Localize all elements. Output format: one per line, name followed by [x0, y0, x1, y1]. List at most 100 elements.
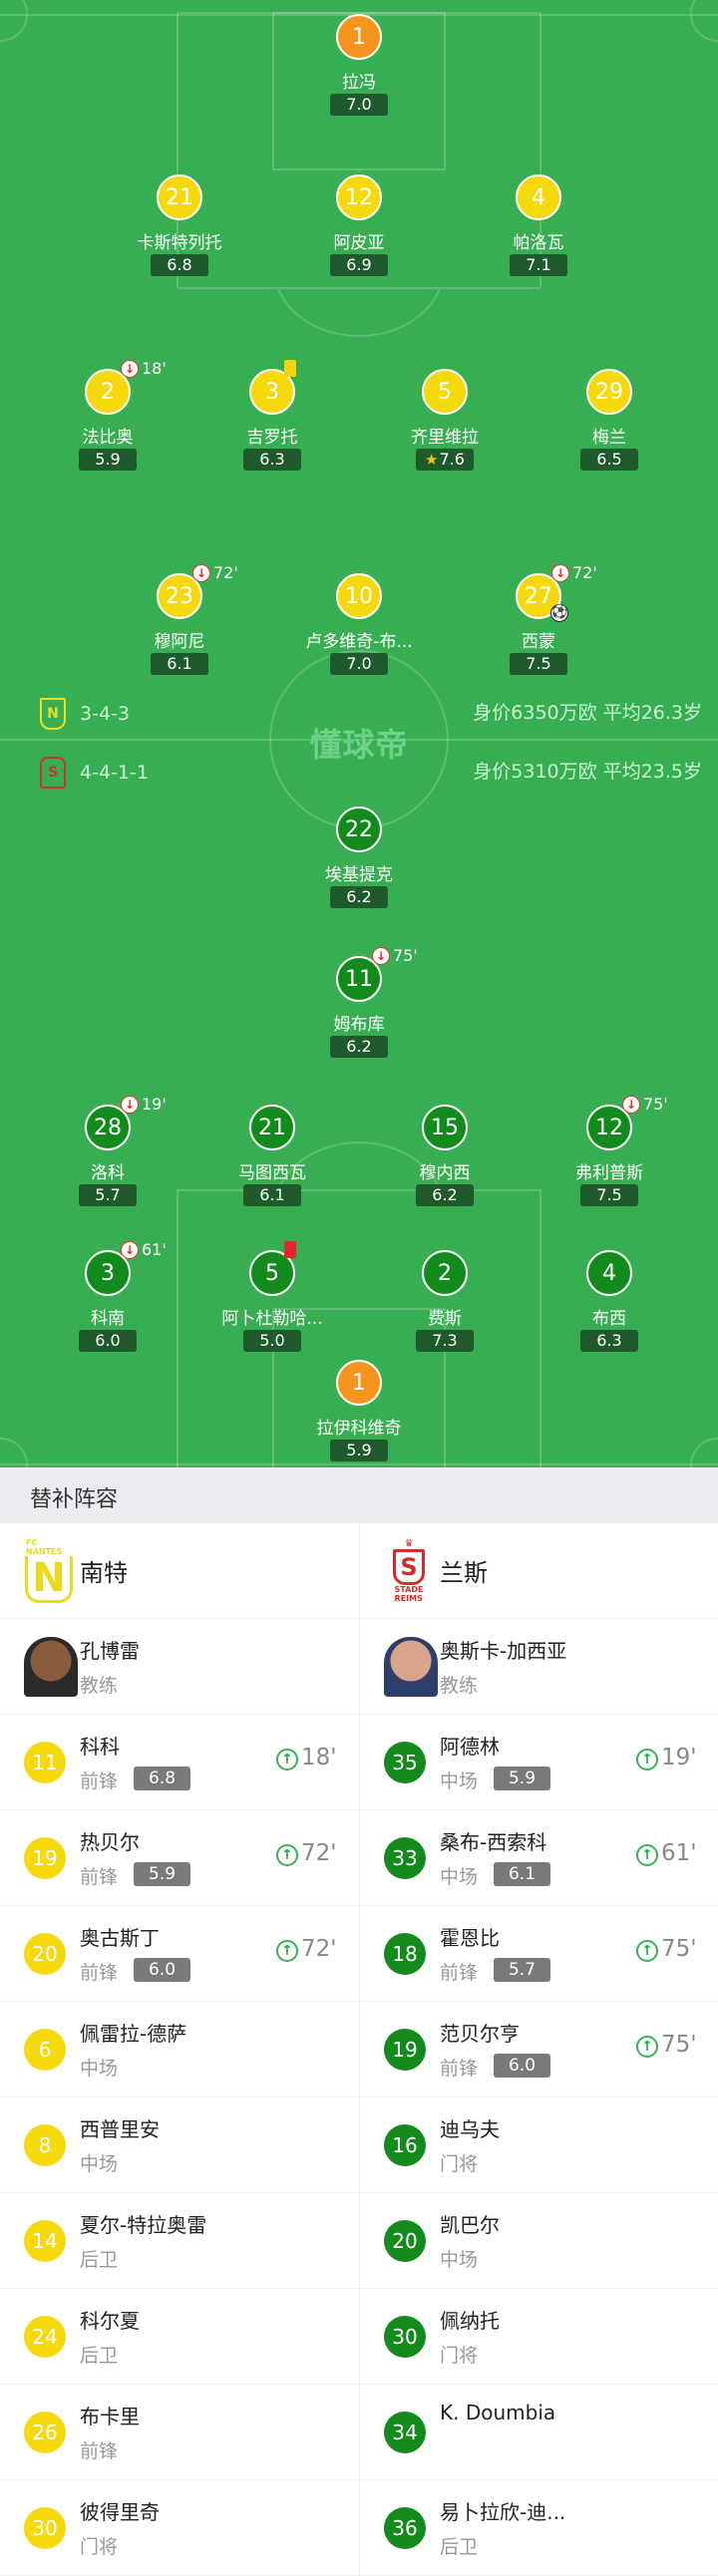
player-rating: 5.0: [243, 1330, 301, 1352]
rating-value: 6.1: [167, 654, 192, 673]
jersey-number: 12: [586, 1105, 632, 1150]
jersey-number: 14: [24, 2220, 66, 2262]
sub-row[interactable]: 18 霍恩比 前锋 5.7 ↑ 75': [359, 1906, 718, 2002]
subs-title: 替补阵容: [30, 1487, 119, 1512]
jersey-number: 4: [586, 1250, 632, 1296]
sub-row[interactable]: 30 彼得里奇 门将: [0, 2480, 359, 2576]
player-name: 布西: [592, 1309, 626, 1329]
jersey-number: 1: [336, 1360, 382, 1406]
sub-row[interactable]: 24 科尔夏 后卫: [0, 2289, 359, 2385]
sub-off-minute: 18': [142, 359, 167, 378]
home-team-name: 南特: [80, 1559, 128, 1587]
jersey-number: 5: [249, 1250, 295, 1296]
sub-row[interactable]: 26 布卡里 前锋: [0, 2385, 359, 2480]
jersey-number: 8: [24, 2124, 66, 2166]
jersey-number: 2: [422, 1250, 468, 1296]
player-name: 奥古斯丁: [80, 1926, 160, 1950]
sub-off-minute: 72': [572, 563, 597, 582]
sub-row[interactable]: 30 佩纳托 门将: [359, 2289, 718, 2385]
sub-row[interactable]: 36 易卜拉欣-迪... 后卫: [359, 2480, 718, 2576]
top-penalty-box: [177, 12, 541, 289]
player-name: 阿德林: [440, 1735, 500, 1759]
player-name: 科南: [91, 1309, 125, 1329]
player-name: 洛科: [91, 1163, 125, 1183]
reims-crest-icon: S: [40, 757, 66, 789]
sub-off-icon: ↓: [192, 564, 210, 582]
sub-row[interactable]: 20 凯巴尔中场: [359, 2193, 718, 2289]
player-rating: 6.2: [330, 886, 388, 908]
sub-on-icon: ↑: [636, 1844, 658, 1866]
player-position: 中场: [440, 2249, 479, 2271]
player-position: 前锋: [80, 1866, 119, 1888]
jersey-number: 23: [157, 573, 202, 619]
sub-row[interactable]: 16 迪乌夫 门将: [359, 2097, 718, 2193]
rating-value: 7.5: [596, 1185, 622, 1204]
coach-role: 教练: [440, 1675, 479, 1697]
sub-row[interactable]: 33 桑布-西索科 中场 6.1 ↑ 61': [359, 1810, 718, 1906]
player-name: 桑布-西索科: [440, 1830, 547, 1854]
jersey-number: 5: [422, 369, 468, 415]
bottom-goal-box: [272, 1308, 446, 1467]
jersey-number: 30: [24, 2507, 66, 2549]
player-rating: 6.0: [79, 1330, 137, 1352]
away-team-row[interactable]: ♛ S STADE REIMS 兰斯: [359, 1523, 718, 1619]
jersey-number: 16: [384, 2124, 426, 2166]
player-name: 佩雷拉-德萨: [80, 2022, 187, 2046]
away-formation: S 4-4-1-1: [40, 757, 149, 789]
sub-row[interactable]: 20 奥古斯丁 前锋 6.0 ↑ 72': [0, 1906, 359, 2002]
player-position: 前锋: [440, 1962, 479, 1984]
rating-value: 5.0: [259, 1331, 285, 1350]
sub-row[interactable]: 19 热贝尔 前锋 5.9 ↑ 72': [0, 1810, 359, 1906]
coach-name: 奥斯卡-加西亚: [440, 1639, 567, 1663]
jersey-number: 22: [336, 806, 382, 852]
jersey-number: 21: [157, 174, 202, 220]
sub-row[interactable]: 6 佩雷拉-德萨 中场: [0, 2002, 359, 2097]
sub-row[interactable]: 35 阿德林 中场 5.9 ↑ 19': [359, 1715, 718, 1810]
jersey-number: 34: [384, 2412, 426, 2453]
player-rating: 6.3: [580, 1330, 638, 1352]
player-rating: 6.5: [580, 449, 638, 471]
player-name: 穆阿尼: [154, 632, 205, 652]
player-name: 凯巴尔: [440, 2213, 500, 2237]
sub-on-minute: 61': [661, 1840, 697, 1866]
rating-value: 7.5: [526, 654, 551, 673]
sub-off-icon: ↓: [622, 1096, 640, 1114]
rating-value: 6.2: [346, 1037, 372, 1056]
sub-row[interactable]: 34 K. Doumbia: [359, 2385, 718, 2480]
player-rating: 6.9: [330, 254, 388, 276]
sub-on-minute: 18': [301, 1745, 337, 1771]
jersey-number: 28: [85, 1105, 131, 1150]
player-rating: 7.5: [580, 1184, 638, 1206]
rating-value: 6.9: [346, 255, 372, 274]
jersey-number: 10: [336, 573, 382, 619]
sub-row[interactable]: 11 科科 前锋 6.8 ↑ 18': [0, 1715, 359, 1810]
away-coach-row[interactable]: 奥斯卡-加西亚 教练: [359, 1619, 718, 1715]
sub-row[interactable]: 14 夏尔-特拉奥雷 后卫: [0, 2193, 359, 2289]
watermark-logo: 懂球帝: [309, 726, 409, 764]
player-rating: 6.8: [151, 254, 208, 276]
rating-value: 7.0: [346, 654, 372, 673]
player-position: 前锋: [80, 1771, 119, 1792]
jersey-number: 4: [516, 174, 561, 220]
player-rating: 5.9: [134, 1862, 190, 1886]
sub-off-icon: ↓: [372, 947, 390, 965]
player-name: 迪乌夫: [440, 2117, 500, 2141]
red-card-icon: [284, 1241, 296, 1258]
jersey-number: 20: [384, 2220, 426, 2262]
rating-value: 7.0: [346, 95, 372, 114]
home-coach-row[interactable]: 孔博雷 教练: [0, 1619, 359, 1715]
sub-row[interactable]: 8 西普里安 中场: [0, 2097, 359, 2193]
rating-value: 6.3: [596, 1331, 622, 1350]
player-name: 布卡里: [80, 2405, 140, 2428]
jersey-number: 11: [24, 1742, 66, 1783]
player-position: 前锋: [440, 2058, 479, 2080]
rating-value: 6.1: [259, 1185, 285, 1204]
sub-off-icon: ↓: [551, 564, 569, 582]
sub-row[interactable]: 19 范贝尔亨 前锋 6.0 ↑ 75': [359, 2002, 718, 2097]
home-team-row[interactable]: FC NANTES N 南特: [0, 1523, 359, 1619]
rating-value: 5.9: [346, 1441, 372, 1459]
jersey-number: 12: [336, 174, 382, 220]
bottom-penalty-box: [177, 1189, 541, 1467]
player-name: 佩纳托: [440, 2309, 500, 2333]
jersey-number: 19: [24, 1837, 66, 1879]
